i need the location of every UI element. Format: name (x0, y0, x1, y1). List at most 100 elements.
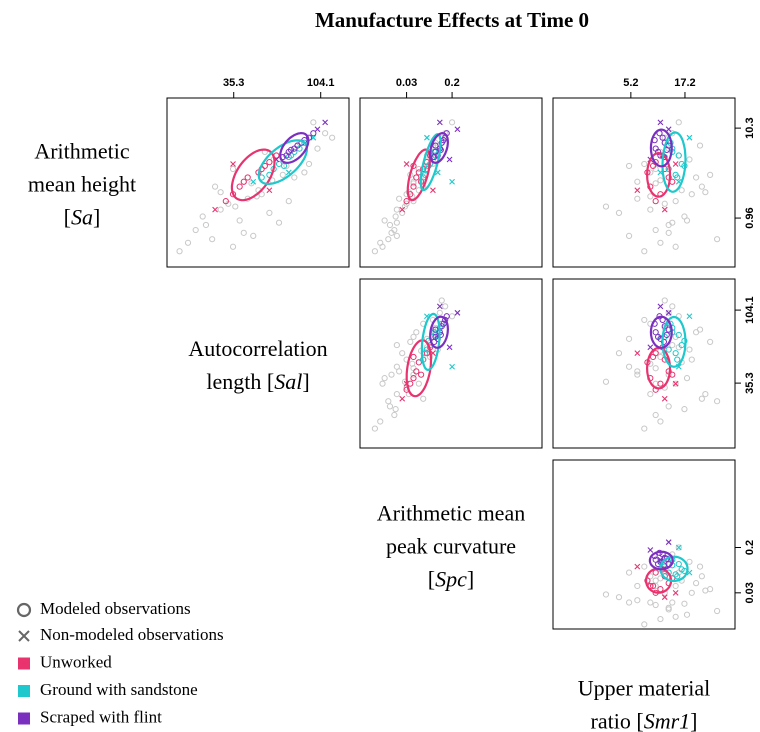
modeled-point (415, 359, 422, 366)
modeled-point (649, 582, 657, 590)
legend-label: Modeled observations (40, 599, 191, 618)
y-tick-label: 0.03 (744, 582, 756, 603)
label-part: [ (428, 567, 435, 592)
modeled-point (681, 600, 688, 607)
modeled-point (391, 411, 398, 419)
modeled-point (681, 213, 688, 220)
modeled-point (244, 174, 251, 181)
legend-label: Ground with sandstone (40, 680, 198, 699)
modeled-point (665, 229, 672, 236)
legend-label: Scraped with flint (40, 707, 162, 726)
modeled-point (674, 356, 681, 363)
modeled-point (229, 243, 237, 250)
non-modeled-point (454, 309, 461, 316)
label-part: ] (690, 709, 697, 732)
modeled-point (665, 403, 672, 410)
modeled-point (211, 183, 219, 190)
non-modeled-point (399, 206, 406, 213)
non-modeled-point (661, 594, 668, 601)
modeled-point (199, 213, 206, 220)
modeled-point (675, 152, 682, 159)
modeled-point (702, 390, 709, 398)
non-modeled-point (665, 309, 672, 316)
modeled-point (641, 621, 648, 628)
modeled-point (649, 162, 657, 170)
ellipse (406, 148, 432, 202)
modeled-point (652, 198, 659, 205)
modeled-point (184, 239, 192, 246)
label-part: Smr1 (644, 709, 690, 732)
modeled-point (217, 206, 224, 213)
modeled-point (386, 403, 394, 410)
modeled-point (707, 338, 714, 345)
modeled-point (438, 297, 445, 304)
non-modeled-point (454, 126, 461, 133)
label-part: ] (467, 567, 474, 592)
modeled-point (661, 297, 668, 304)
modeled-point (393, 232, 400, 239)
panel (602, 119, 721, 255)
modeled-point (657, 177, 664, 184)
non-modeled-point (436, 119, 443, 126)
modeled-point (448, 119, 456, 126)
modeled-point (294, 142, 301, 149)
non-modeled-point (634, 187, 641, 194)
ellipse (230, 148, 276, 202)
non-modeled-point (634, 350, 641, 357)
modeled-point (431, 153, 438, 161)
label-part: [ (64, 205, 71, 230)
modeled-point (692, 580, 700, 587)
modeled-point (707, 171, 714, 178)
modeled-point (392, 406, 399, 413)
modeled-point (407, 338, 414, 345)
ellipse (429, 315, 450, 349)
modeled-point (314, 145, 321, 152)
modeled-point (634, 368, 641, 375)
modeled-point (669, 219, 676, 226)
modeled-point (678, 187, 685, 194)
modeled-point (410, 375, 417, 382)
modeled-point (377, 418, 384, 425)
modeled-point (266, 209, 273, 217)
modeled-point (675, 544, 682, 551)
modeled-point (702, 189, 709, 196)
modeled-point (663, 555, 670, 562)
label-part: peak curvature (386, 534, 516, 559)
modeled-point (698, 573, 705, 580)
ellipse (419, 133, 442, 192)
non-modeled-point (399, 395, 406, 402)
modeled-point (669, 341, 676, 349)
modeled-point (396, 368, 403, 375)
non-modeled-point (686, 134, 693, 141)
modeled-point (660, 338, 668, 345)
modeled-point (399, 350, 406, 357)
modeled-point (652, 180, 659, 187)
modeled-point (385, 398, 392, 405)
modeled-point (634, 195, 641, 202)
non-modeled-point (446, 156, 453, 163)
ellipse (279, 131, 310, 164)
modeled-point (291, 174, 298, 181)
modeled-point (396, 195, 403, 202)
modeled-point (236, 217, 243, 224)
modeled-point (310, 119, 317, 126)
modeled-point (665, 309, 672, 316)
modeled-point (652, 145, 659, 152)
modeled-point (322, 130, 329, 137)
variable-label: [Spc] (428, 567, 474, 592)
modeled-point (413, 174, 420, 181)
modeled-point (672, 243, 679, 250)
modeled-point (379, 243, 386, 250)
modeled-point (413, 368, 420, 375)
variable-label: length [Sal] (206, 369, 309, 394)
panel (371, 297, 461, 432)
modeled-point (649, 353, 657, 361)
modeled-point (657, 418, 664, 425)
modeled-point (634, 371, 641, 378)
modeled-point (625, 162, 633, 170)
modeled-point (652, 556, 659, 563)
non-modeled-point (661, 206, 668, 213)
modeled-point (287, 146, 295, 153)
modeled-point (386, 221, 394, 229)
modeled-point (696, 563, 704, 570)
